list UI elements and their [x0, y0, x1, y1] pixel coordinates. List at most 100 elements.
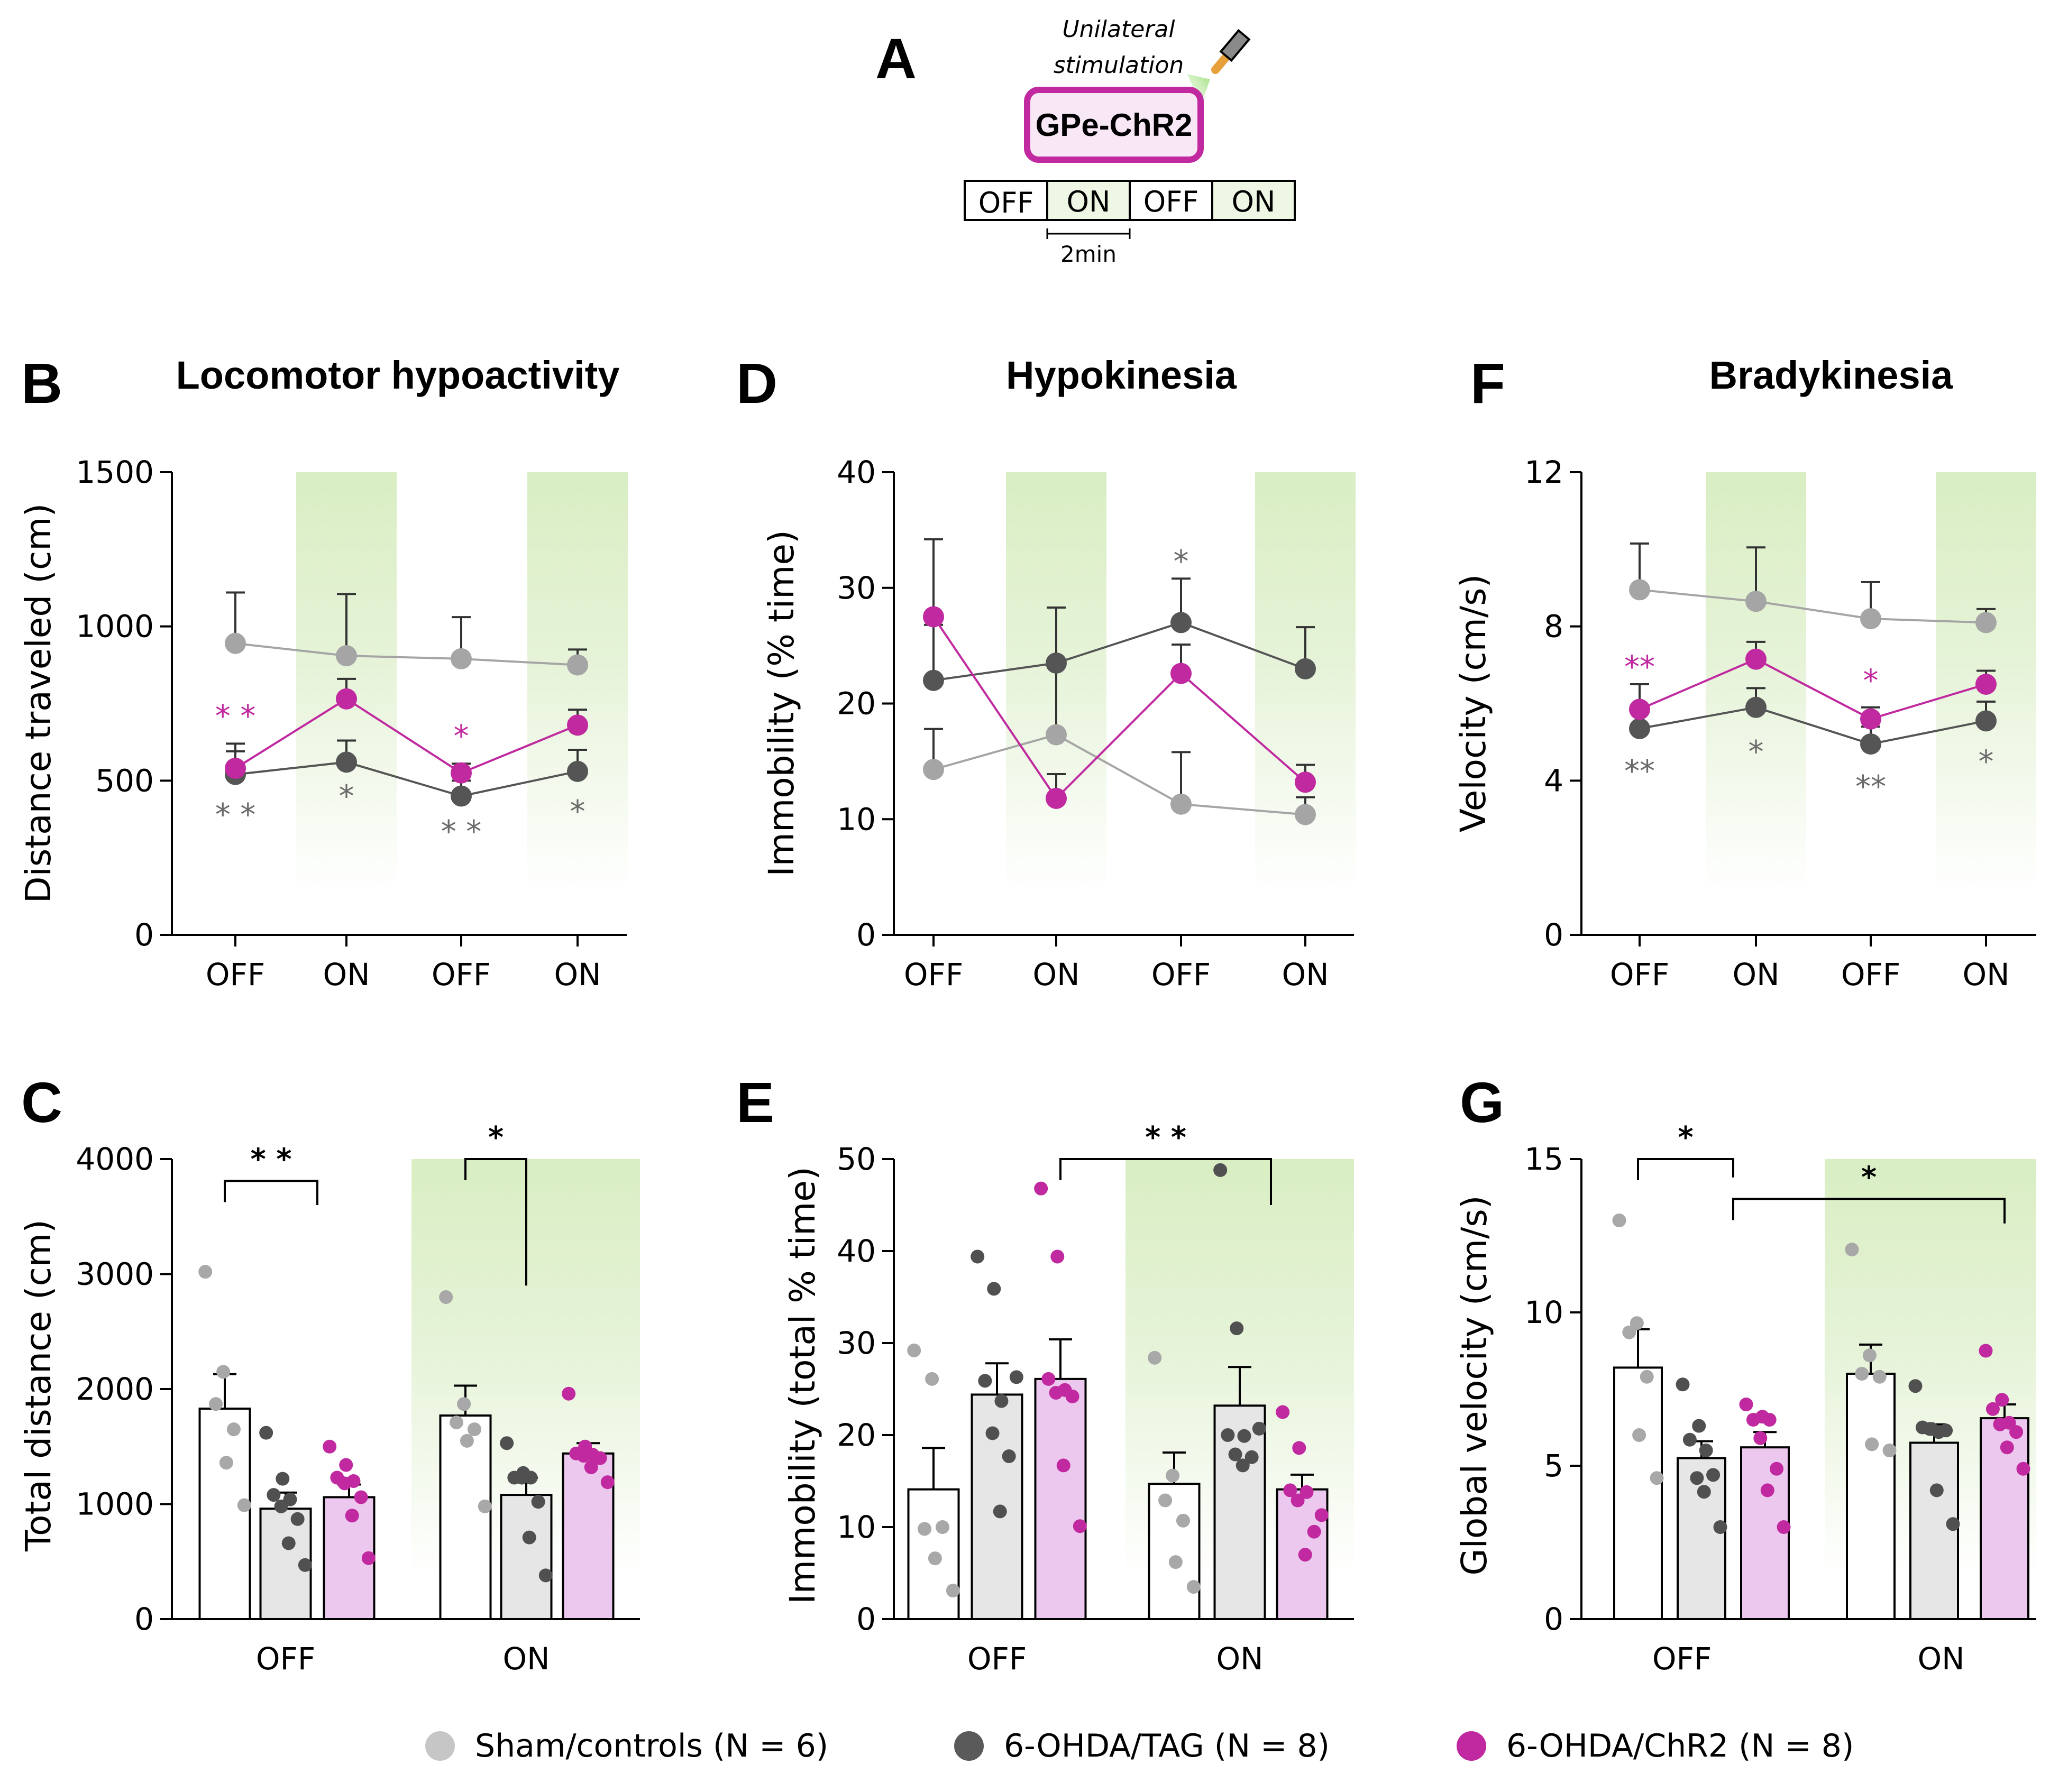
series-point-tag: [336, 751, 357, 773]
data-point-sham: [1630, 1316, 1644, 1330]
bar-tag: [500, 1494, 553, 1621]
series-point-tag: [923, 669, 944, 691]
data-point-chr2: [323, 1439, 337, 1454]
stimulation-band: [1255, 472, 1356, 893]
data-point-tag: [971, 1249, 985, 1264]
data-point-chr2: [1298, 1548, 1312, 1562]
data-point-sham: [439, 1290, 453, 1304]
x-tick-label: OFF: [1151, 957, 1211, 993]
legend: Sham/controls (N = 6) 6-OHDA/TAG (N = 8)…: [425, 1727, 1854, 1765]
x-tick-label: ON: [1962, 957, 2009, 993]
series-line-chr2: [932, 616, 1306, 801]
y-tick-label: 30: [837, 1325, 876, 1361]
series-point-tag: [567, 760, 588, 782]
y-tick-label: 5: [1544, 1448, 1563, 1484]
data-point-tag: [1946, 1517, 1960, 1531]
legend-label-chr2: 6-OHDA/ChR2 (N = 8): [1506, 1727, 1854, 1765]
stimulation-protocol: OFF ON OFF ON 2min: [964, 180, 1296, 267]
series-point-chr2: [1745, 648, 1767, 670]
data-point-tag: [993, 1504, 1007, 1519]
data-point-sham: [1855, 1367, 1869, 1381]
y-tick-label: 0: [856, 917, 876, 953]
data-point-chr2: [1056, 1458, 1070, 1473]
data-point-tag: [985, 1426, 1000, 1440]
series-line-tag: [235, 761, 578, 797]
data-point-tag: [531, 1495, 545, 1509]
data-point-chr2: [593, 1451, 607, 1465]
fiber-ferrule-icon: [1219, 29, 1251, 62]
legend-marker-sham: [425, 1731, 455, 1761]
data-point-tag: [1228, 1447, 1242, 1462]
significance-star: * *: [441, 814, 481, 850]
data-point-sham: [216, 1365, 231, 1379]
y-tick-label: 40: [837, 1233, 876, 1269]
series-point-chr2: [225, 758, 246, 779]
data-point-chr2: [1050, 1249, 1065, 1264]
significance-star: *: [339, 778, 354, 814]
series-point-chr2: [1295, 771, 1316, 793]
legend-label-sham: Sham/controls (N = 6): [475, 1727, 828, 1765]
data-point-sham: [1632, 1428, 1646, 1442]
bar-tag: [1909, 1441, 1959, 1620]
y-axis-title: Total distance (cm): [18, 1219, 59, 1552]
x-tick-label: OFF: [206, 957, 265, 993]
data-point-sham: [925, 1372, 939, 1386]
data-point-chr2: [1746, 1413, 1760, 1427]
data-point-chr2: [2000, 1440, 2014, 1455]
bar-sham: [198, 1407, 251, 1621]
data-point-tag: [515, 1471, 529, 1485]
significance-bracket: [224, 1180, 318, 1205]
significance-bracket: [1732, 1198, 2006, 1224]
data-point-tag: [500, 1436, 514, 1450]
data-point-sham: [1166, 1468, 1180, 1483]
bar-sham: [439, 1414, 492, 1620]
series-point-chr2: [336, 688, 357, 710]
x-tick-label: OFF: [904, 957, 963, 993]
series-line-chr2: [1639, 658, 1987, 720]
legend-marker-tag: [954, 1731, 984, 1761]
y-tick-label: 10: [1524, 1294, 1563, 1330]
data-point-tag: [1221, 1428, 1235, 1442]
series-point-chr2: [1170, 663, 1192, 684]
panel-f: Bradykinesia 0 4 8 12 Velocity (cm/s) F OFF ON OF…: [1453, 351, 2036, 993]
series-point-chr2: [1975, 674, 1997, 695]
significance-star: *: [1863, 663, 1879, 699]
bar-chr2: [1034, 1377, 1087, 1621]
series-point-chr2: [451, 762, 472, 784]
data-point-sham: [1168, 1555, 1183, 1569]
panel-title: Locomotor hypoactivity: [176, 353, 620, 397]
panel-e: 0 10 20 30 40 50 Immobility (total % time)E OFF…: [736, 1070, 1354, 1677]
data-point-chr2: [1753, 1431, 1768, 1445]
significance-star: *: [1174, 543, 1189, 579]
series-point-chr2: [1046, 787, 1067, 809]
data-point-chr2: [339, 1458, 353, 1472]
data-point-sham: [1612, 1214, 1626, 1227]
significance-star: *: [1678, 1120, 1693, 1155]
significance-bracket: [1637, 1158, 1734, 1180]
panel-letter: G: [1460, 1070, 1504, 1134]
series-point-sham: [451, 648, 472, 669]
legend-marker-chr2: [1457, 1731, 1486, 1761]
data-point-chr2: [1995, 1393, 2009, 1407]
y-tick-label: 10: [837, 1509, 876, 1545]
series-point-sham: [923, 759, 944, 780]
y-tick-label: 1500: [76, 454, 154, 490]
data-point-tag: [290, 1512, 305, 1526]
significance-star: **: [1624, 753, 1655, 789]
series-point-sham: [567, 654, 588, 676]
data-point-tag: [1002, 1449, 1016, 1464]
y-tick-label: 12: [1524, 454, 1563, 490]
data-point-sham: [1862, 1348, 1877, 1363]
data-point-chr2: [361, 1551, 376, 1565]
series-point-tag: [1046, 652, 1067, 674]
x-tick-label: OFF: [432, 957, 491, 993]
y-tick-label: 500: [95, 762, 154, 798]
data-point-chr2: [1307, 1524, 1321, 1539]
data-point-chr2: [1065, 1389, 1079, 1403]
protocol-label-3: OFF: [1143, 185, 1199, 218]
series-point-tag: [1975, 710, 1997, 732]
y-tick-label: 1000: [76, 1486, 154, 1522]
data-point-tag: [1923, 1422, 1937, 1436]
series-point-tag: [1629, 718, 1650, 739]
data-point-tag: [538, 1568, 553, 1583]
